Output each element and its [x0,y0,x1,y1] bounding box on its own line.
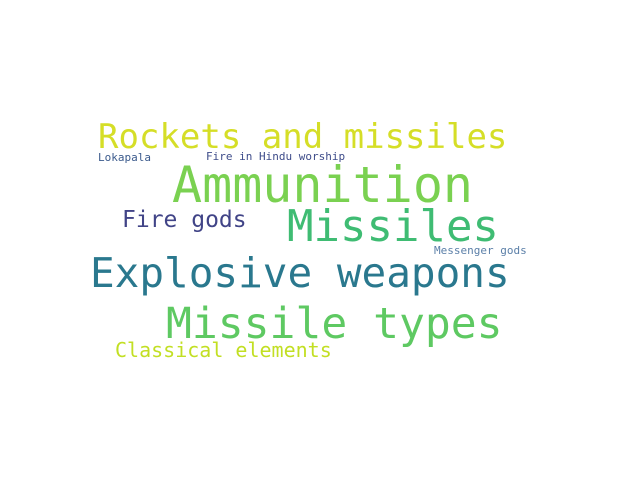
word-explosive-weapons: Explosive weapons [90,249,510,297]
word-missiles: Missiles [287,201,499,252]
word-classical-elements: Classical elements [115,338,332,362]
word-lokapala: Lokapala [98,151,151,164]
word-fire-gods: Fire gods [122,207,247,233]
word-missile-types: Missile types [166,299,503,349]
word-fire-in-hindu-worship: Fire in Hindu worship [206,150,346,163]
word-messenger-gods: Messenger gods [434,244,527,257]
word-ammunition: Ammunition [172,156,474,214]
word-rockets-and-missiles: Rockets and missiles [98,117,508,157]
